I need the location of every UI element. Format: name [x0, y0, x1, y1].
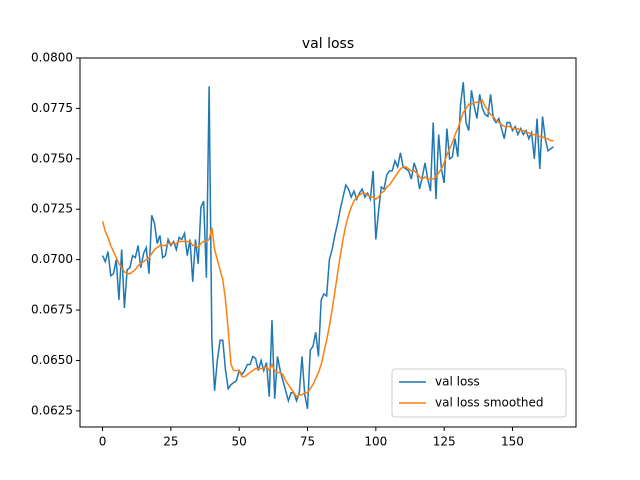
legend-label: val loss smoothed: [435, 396, 544, 410]
y-tick-label: 0.0650: [31, 353, 73, 367]
y-tick-label: 0.0675: [31, 303, 73, 317]
y-tick-label: 0.0750: [31, 151, 73, 165]
y-tick-label: 0.0700: [31, 252, 73, 266]
x-tick-label: 25: [163, 435, 178, 449]
x-tick-label: 100: [364, 435, 387, 449]
legend-label: val loss: [435, 375, 480, 389]
x-tick-label: 150: [501, 435, 524, 449]
chart-title: val loss: [302, 36, 354, 52]
x-tick-label: 125: [433, 435, 456, 449]
legend-box: [391, 368, 567, 418]
x-tick-label: 0: [99, 435, 107, 449]
x-tick-label: 50: [232, 435, 247, 449]
axes-frame: [79, 57, 577, 428]
series-line: [101, 82, 554, 409]
y-tick-label: 0.0800: [31, 51, 73, 65]
y-tick-label: 0.0775: [31, 101, 73, 115]
y-tick-label: 0.0625: [31, 403, 73, 417]
x-tick-label: 75: [300, 435, 315, 449]
y-tick-label: 0.0725: [31, 202, 73, 216]
series-line: [101, 99, 554, 398]
